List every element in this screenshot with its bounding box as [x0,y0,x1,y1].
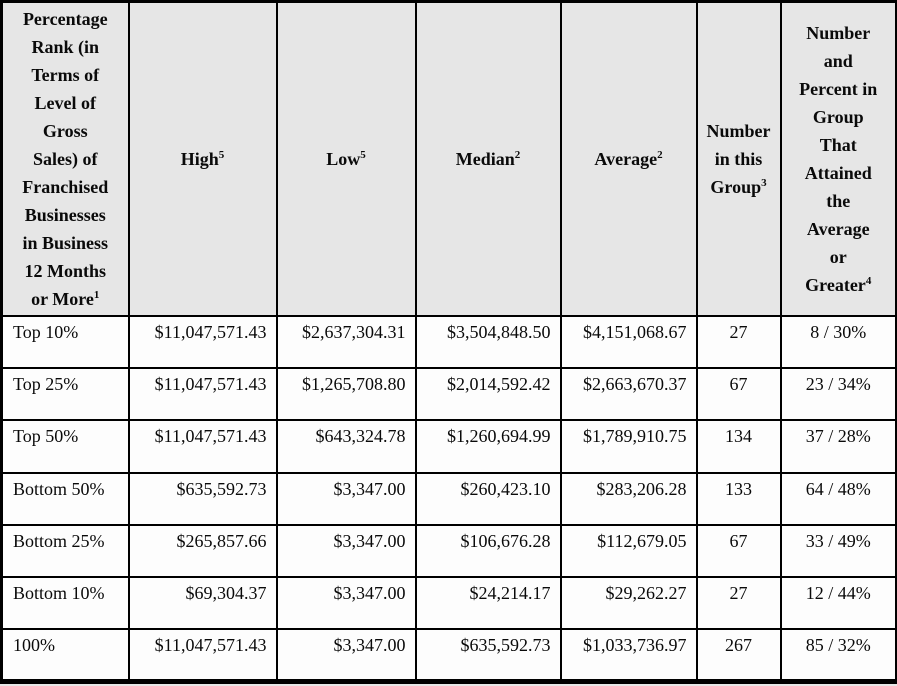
rank-cell: Bottom 50% [0,471,130,526]
table-row-bottom-25: Bottom 25% $265,857.66 $3,347.00 $106,67… [0,523,897,579]
count-cell: 134 [695,419,782,474]
table-row-bottom-50: Bottom 50% $635,592.73 $3,347.00 $260,42… [0,471,897,526]
table-row-top-25: Top 25% $11,047,571.43 $1,265,708.80 $2,… [0,367,897,422]
low-cell: $3,347.00 [275,523,417,579]
attained-cell: 23 / 34% [779,367,897,422]
column-header-rank: Percentage Rank (in Terms of Level of Gr… [0,0,130,317]
count-cell: 27 [695,576,782,631]
median-cell: $24,214.17 [414,576,562,631]
rank-cell: Top 25% [0,367,130,422]
average-cell: $1,789,910.75 [559,419,698,474]
attained-cell: 64 / 48% [779,471,897,526]
median-cell: $2,014,592.42 [414,367,562,422]
count-cell: 267 [695,628,782,685]
column-header-attained-average-label: Number and Percent in Group That Attaine… [799,23,878,295]
median-cell: $635,592.73 [414,628,562,685]
column-header-attained-average: Number and Percent in Group That Attaine… [779,0,897,317]
table-body: Top 10% $11,047,571.43 $2,637,304.31 $3,… [0,314,897,685]
attained-cell: 85 / 32% [779,628,897,685]
median-cell: $3,504,848.50 [414,314,562,370]
column-header-high-label: High [180,149,219,169]
footnote-ref-1: 1 [93,289,100,301]
high-cell: $11,047,571.43 [127,314,278,370]
count-cell: 133 [695,471,782,526]
column-header-median-label: Median [455,149,515,169]
high-cell: $11,047,571.43 [127,419,278,474]
column-header-low: Low5 [275,0,417,317]
high-cell: $265,857.66 [127,523,278,579]
rank-cell: Top 10% [0,314,130,370]
footnote-ref-2: 2 [657,149,663,161]
count-cell: 67 [695,523,782,579]
median-cell: $1,260,694.99 [414,419,562,474]
column-header-average: Average2 [559,0,698,317]
average-cell: $112,679.05 [559,523,698,579]
footnote-ref-5: 5 [218,149,225,161]
high-cell: $69,304.37 [127,576,278,631]
attained-cell: 37 / 28% [779,419,897,474]
average-cell: $1,033,736.97 [559,628,698,685]
high-cell: $11,047,571.43 [127,367,278,422]
attained-cell: 8 / 30% [779,314,897,370]
table-row-top-10: Top 10% $11,047,571.43 $2,637,304.31 $3,… [0,314,897,370]
footnote-ref-4: 4 [865,275,872,287]
column-header-number-in-group: Number in this Group3 [695,0,782,317]
column-header-low-label: Low [326,149,361,169]
header-row: Percentage Rank (in Terms of Level of Gr… [0,0,897,317]
average-cell: $2,663,670.37 [559,367,698,422]
table-header: Percentage Rank (in Terms of Level of Gr… [0,0,897,317]
column-header-high: High5 [127,0,278,317]
footnote-ref-3: 3 [761,177,767,189]
high-cell: $11,047,571.43 [127,628,278,685]
high-cell: $635,592.73 [127,471,278,526]
count-cell: 27 [695,314,782,370]
count-cell: 67 [695,367,782,422]
low-cell: $2,637,304.31 [275,314,417,370]
table-row-top-50: Top 50% $11,047,571.43 $643,324.78 $1,26… [0,419,897,474]
average-cell: $29,262.27 [559,576,698,631]
median-cell: $106,676.28 [414,523,562,579]
table-row-100-percent: 100% $11,047,571.43 $3,347.00 $635,592.7… [0,628,897,685]
average-cell: $4,151,068.67 [559,314,698,370]
attained-cell: 33 / 49% [779,523,897,579]
column-header-rank-label: Percentage Rank (in Terms of Level of Gr… [22,9,109,309]
rank-cell: Top 50% [0,419,130,474]
column-header-median: Median2 [414,0,562,317]
low-cell: $643,324.78 [275,419,417,474]
rank-cell: 100% [0,628,130,685]
low-cell: $3,347.00 [275,576,417,631]
median-cell: $260,423.10 [414,471,562,526]
footnote-ref-5: 5 [360,149,366,161]
column-header-number-in-group-label: Number in this Group [706,121,771,197]
low-cell: $3,347.00 [275,628,417,685]
low-cell: $3,347.00 [275,471,417,526]
table-row-bottom-10: Bottom 10% $69,304.37 $3,347.00 $24,214.… [0,576,897,631]
low-cell: $1,265,708.80 [275,367,417,422]
average-cell: $283,206.28 [559,471,698,526]
attained-cell: 12 / 44% [779,576,897,631]
column-header-average-label: Average [594,149,658,169]
rank-cell: Bottom 10% [0,576,130,631]
rank-cell: Bottom 25% [0,523,130,579]
footnote-ref-2: 2 [514,149,521,161]
